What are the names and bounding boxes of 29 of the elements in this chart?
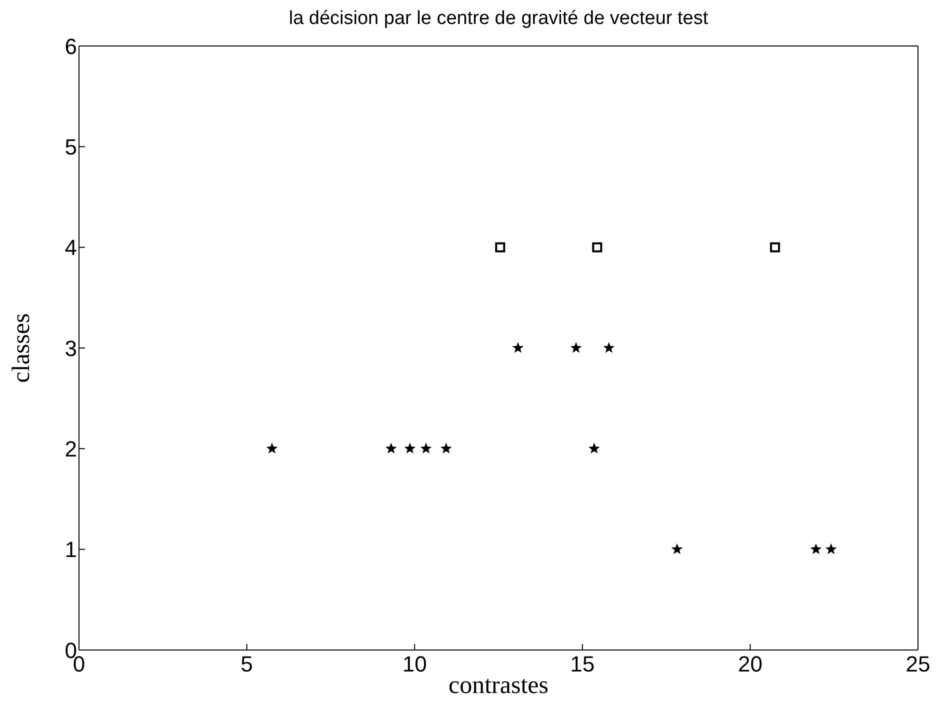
point [603,342,615,353]
x-tick-label: 10 [402,652,427,677]
y-tick-label: 1 [64,537,77,562]
x-tick-label: 25 [906,652,930,677]
y-tick-label: 6 [64,34,77,59]
point [570,342,582,353]
point [440,442,452,454]
point [420,442,432,454]
point [810,543,822,554]
point [825,543,837,554]
x-tick-label: 20 [738,652,762,677]
point [592,242,602,252]
y-axis-title: classes [8,313,36,383]
point [266,442,278,454]
x-tick-label: 15 [570,652,595,677]
x-tick-label: 5 [240,652,253,677]
x-axis-title: contrastes [448,672,548,699]
y-tick-label: 4 [64,235,77,260]
point [495,242,506,252]
point [770,242,780,252]
y-tick-label: 5 [64,134,77,160]
point [512,342,524,353]
y-tick-label: 3 [64,336,77,361]
point [385,442,397,454]
point [671,543,683,554]
y-tick-label: 2 [64,436,77,462]
point [588,442,600,454]
point [404,442,416,454]
chart-title: la décision par le centre de gravité de vecteur test [288,8,710,30]
